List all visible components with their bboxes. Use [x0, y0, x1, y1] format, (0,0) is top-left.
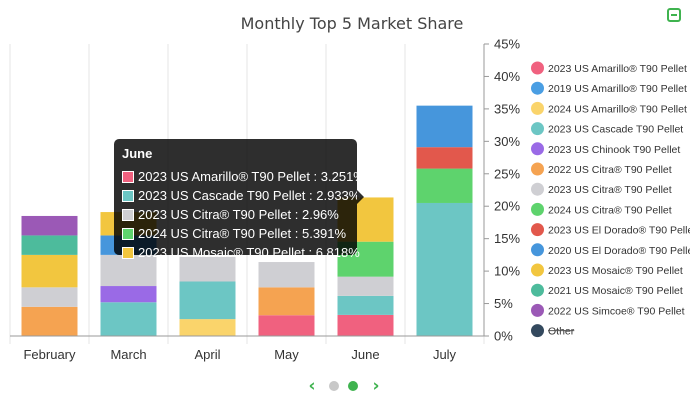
bar-segment[interactable]: [21, 215, 78, 236]
page-dot-2[interactable]: [348, 381, 358, 391]
x-tick-label: June: [351, 347, 379, 362]
legend-label[interactable]: 2022 US Citra® T90 Pellet: [548, 164, 672, 176]
legend-swatch[interactable]: [531, 263, 544, 277]
collapse-button[interactable]: [667, 8, 681, 22]
pager: ‹ ›: [0, 377, 690, 395]
legend-label[interactable]: 2023 US Citra® T90 Pellet: [548, 184, 672, 196]
bar-segment[interactable]: [258, 315, 315, 336]
y-axis: 0% 5% 10% 15% 20% 25% 30% 35% 40% 45%: [10, 37, 520, 344]
legend-swatch[interactable]: [531, 122, 544, 136]
y-tick-label: 20%: [494, 199, 520, 214]
legend: 2023 US Amarillo® T90 Pellet 2019 US Amar…: [531, 61, 690, 338]
y-tick-label: 15%: [494, 231, 520, 246]
legend-swatch[interactable]: [531, 81, 544, 95]
tooltip-row: 2023 US Mosaic® T90 Pellet : 6.818%: [122, 243, 360, 262]
tooltip-swatch: [122, 170, 134, 183]
y-tick-label: 10%: [494, 264, 520, 279]
bar-segment[interactable]: [100, 286, 157, 303]
tooltip-swatch: [122, 227, 134, 240]
legend-swatch[interactable]: [531, 324, 544, 338]
tooltip-row-label: 2023 US Amarillo® T90 Pellet : 3.251%: [138, 169, 365, 184]
bar-segment[interactable]: [337, 295, 394, 315]
x-tick-label: March: [110, 347, 146, 362]
legend-label[interactable]: 2021 US Mosaic® T90 Pellet: [548, 285, 683, 297]
tooltip-rows: 2023 US Amarillo® T90 Pellet : 3.251% 202…: [122, 167, 365, 262]
bar-segment[interactable]: [100, 254, 157, 287]
legend-swatch[interactable]: [531, 142, 544, 156]
legend-label[interactable]: 2023 US Chinook T90 Pellet: [548, 144, 680, 156]
bar-segment[interactable]: [258, 262, 315, 288]
tooltip-swatch: [122, 246, 134, 259]
tooltip-swatch: [122, 208, 134, 221]
x-tick-label: April: [194, 347, 220, 362]
legend-label[interactable]: 2019 US Amarillo® T90 Pellet: [548, 83, 687, 95]
bar-segment[interactable]: [21, 306, 78, 336]
bar-segment[interactable]: [21, 287, 78, 307]
y-tick-label: 35%: [494, 101, 520, 116]
bar-segment[interactable]: [179, 281, 236, 320]
bar-segment[interactable]: [416, 168, 473, 203]
legend-swatch[interactable]: [531, 283, 544, 297]
legend-swatch[interactable]: [531, 223, 544, 237]
legend-swatch[interactable]: [531, 243, 544, 257]
legend-label[interactable]: Other: [548, 326, 575, 338]
stacked-bar-chart: 0% 5% 10% 15% 20% 25% 30% 35% 40% 45% February Mar…: [9, 37, 690, 362]
x-tick-label: February: [23, 347, 76, 362]
tooltip-row: 2024 US Citra® T90 Pellet : 5.391%: [122, 224, 349, 243]
y-tick-label: 0%: [494, 329, 513, 344]
tooltip-row: 2023 US Citra® T90 Pellet : 2.96%: [122, 205, 349, 224]
page-dot-1[interactable]: [329, 381, 339, 391]
y-tick-label: 30%: [494, 134, 520, 149]
tooltip-row: 2023 US Cascade T90 Pellet : 2.933%: [122, 186, 360, 205]
y-tick-label: 5%: [494, 296, 513, 311]
legend-swatch[interactable]: [531, 101, 544, 115]
y-tick-label: 25%: [494, 166, 520, 181]
tooltip-row: 2023 US Amarillo® T90 Pellet : 3.251%: [122, 167, 365, 186]
tooltip: June 2023 US Amarillo® T90 Pellet : 3.25…: [114, 139, 365, 260]
legend-swatch[interactable]: [531, 61, 544, 75]
legend-swatch[interactable]: [531, 182, 544, 196]
x-axis: February March April May June July: [23, 347, 456, 362]
bar-segment[interactable]: [21, 235, 78, 255]
bar-segment[interactable]: [416, 147, 473, 169]
y-tick-label: 40%: [494, 69, 520, 84]
bar-segment[interactable]: [179, 319, 236, 336]
tooltip-row-label: 2024 US Citra® T90 Pellet : 5.391%: [138, 226, 347, 241]
bars: [21, 105, 473, 336]
bar-segment[interactable]: [100, 302, 157, 336]
bar-segment[interactable]: [21, 254, 78, 288]
legend-label[interactable]: 2024 US Citra® T90 Pellet: [548, 204, 672, 216]
x-tick-label: May: [274, 347, 299, 362]
legend-label[interactable]: 2023 US Mosaic® T90 Pellet: [548, 265, 683, 277]
tooltip-swatch: [122, 189, 134, 202]
tooltip-row-label: 2023 US Mosaic® T90 Pellet : 6.818%: [138, 245, 360, 260]
chevron-left-icon[interactable]: ‹: [308, 376, 316, 396]
bar-segment[interactable]: [258, 287, 315, 316]
legend-swatch[interactable]: [531, 202, 544, 216]
bar-segment[interactable]: [337, 314, 394, 336]
x-tick-label: July: [433, 347, 457, 362]
legend-label[interactable]: 2023 US El Dorado® T90 Pellet: [548, 225, 690, 237]
legend-swatch[interactable]: [531, 303, 544, 317]
bar-segment[interactable]: [416, 105, 473, 148]
legend-label[interactable]: 2020 US El Dorado® T90 Pellet: [548, 245, 690, 257]
tooltip-title: June: [122, 146, 153, 161]
y-tick-label: 45%: [494, 37, 520, 52]
tooltip-row-label: 2023 US Cascade T90 Pellet : 2.933%: [138, 188, 361, 203]
chevron-right-icon[interactable]: ›: [372, 376, 380, 396]
legend-swatch[interactable]: [531, 162, 544, 176]
legend-label[interactable]: 2022 US Simcoe® T90 Pellet: [548, 305, 685, 317]
chart-title: Monthly Top 5 Market Share: [240, 14, 464, 33]
tooltip-row-label: 2023 US Citra® T90 Pellet : 2.96%: [138, 207, 339, 222]
bar-segment[interactable]: [416, 202, 473, 336]
legend-label[interactable]: 2023 US Amarillo® T90 Pellet: [548, 63, 687, 75]
bar-segment[interactable]: [179, 256, 236, 282]
legend-label[interactable]: 2024 US Amarillo® T90 Pellet: [548, 103, 687, 115]
legend-label[interactable]: 2023 US Cascade T90 Pellet: [548, 124, 683, 136]
bar-segment[interactable]: [337, 276, 394, 296]
